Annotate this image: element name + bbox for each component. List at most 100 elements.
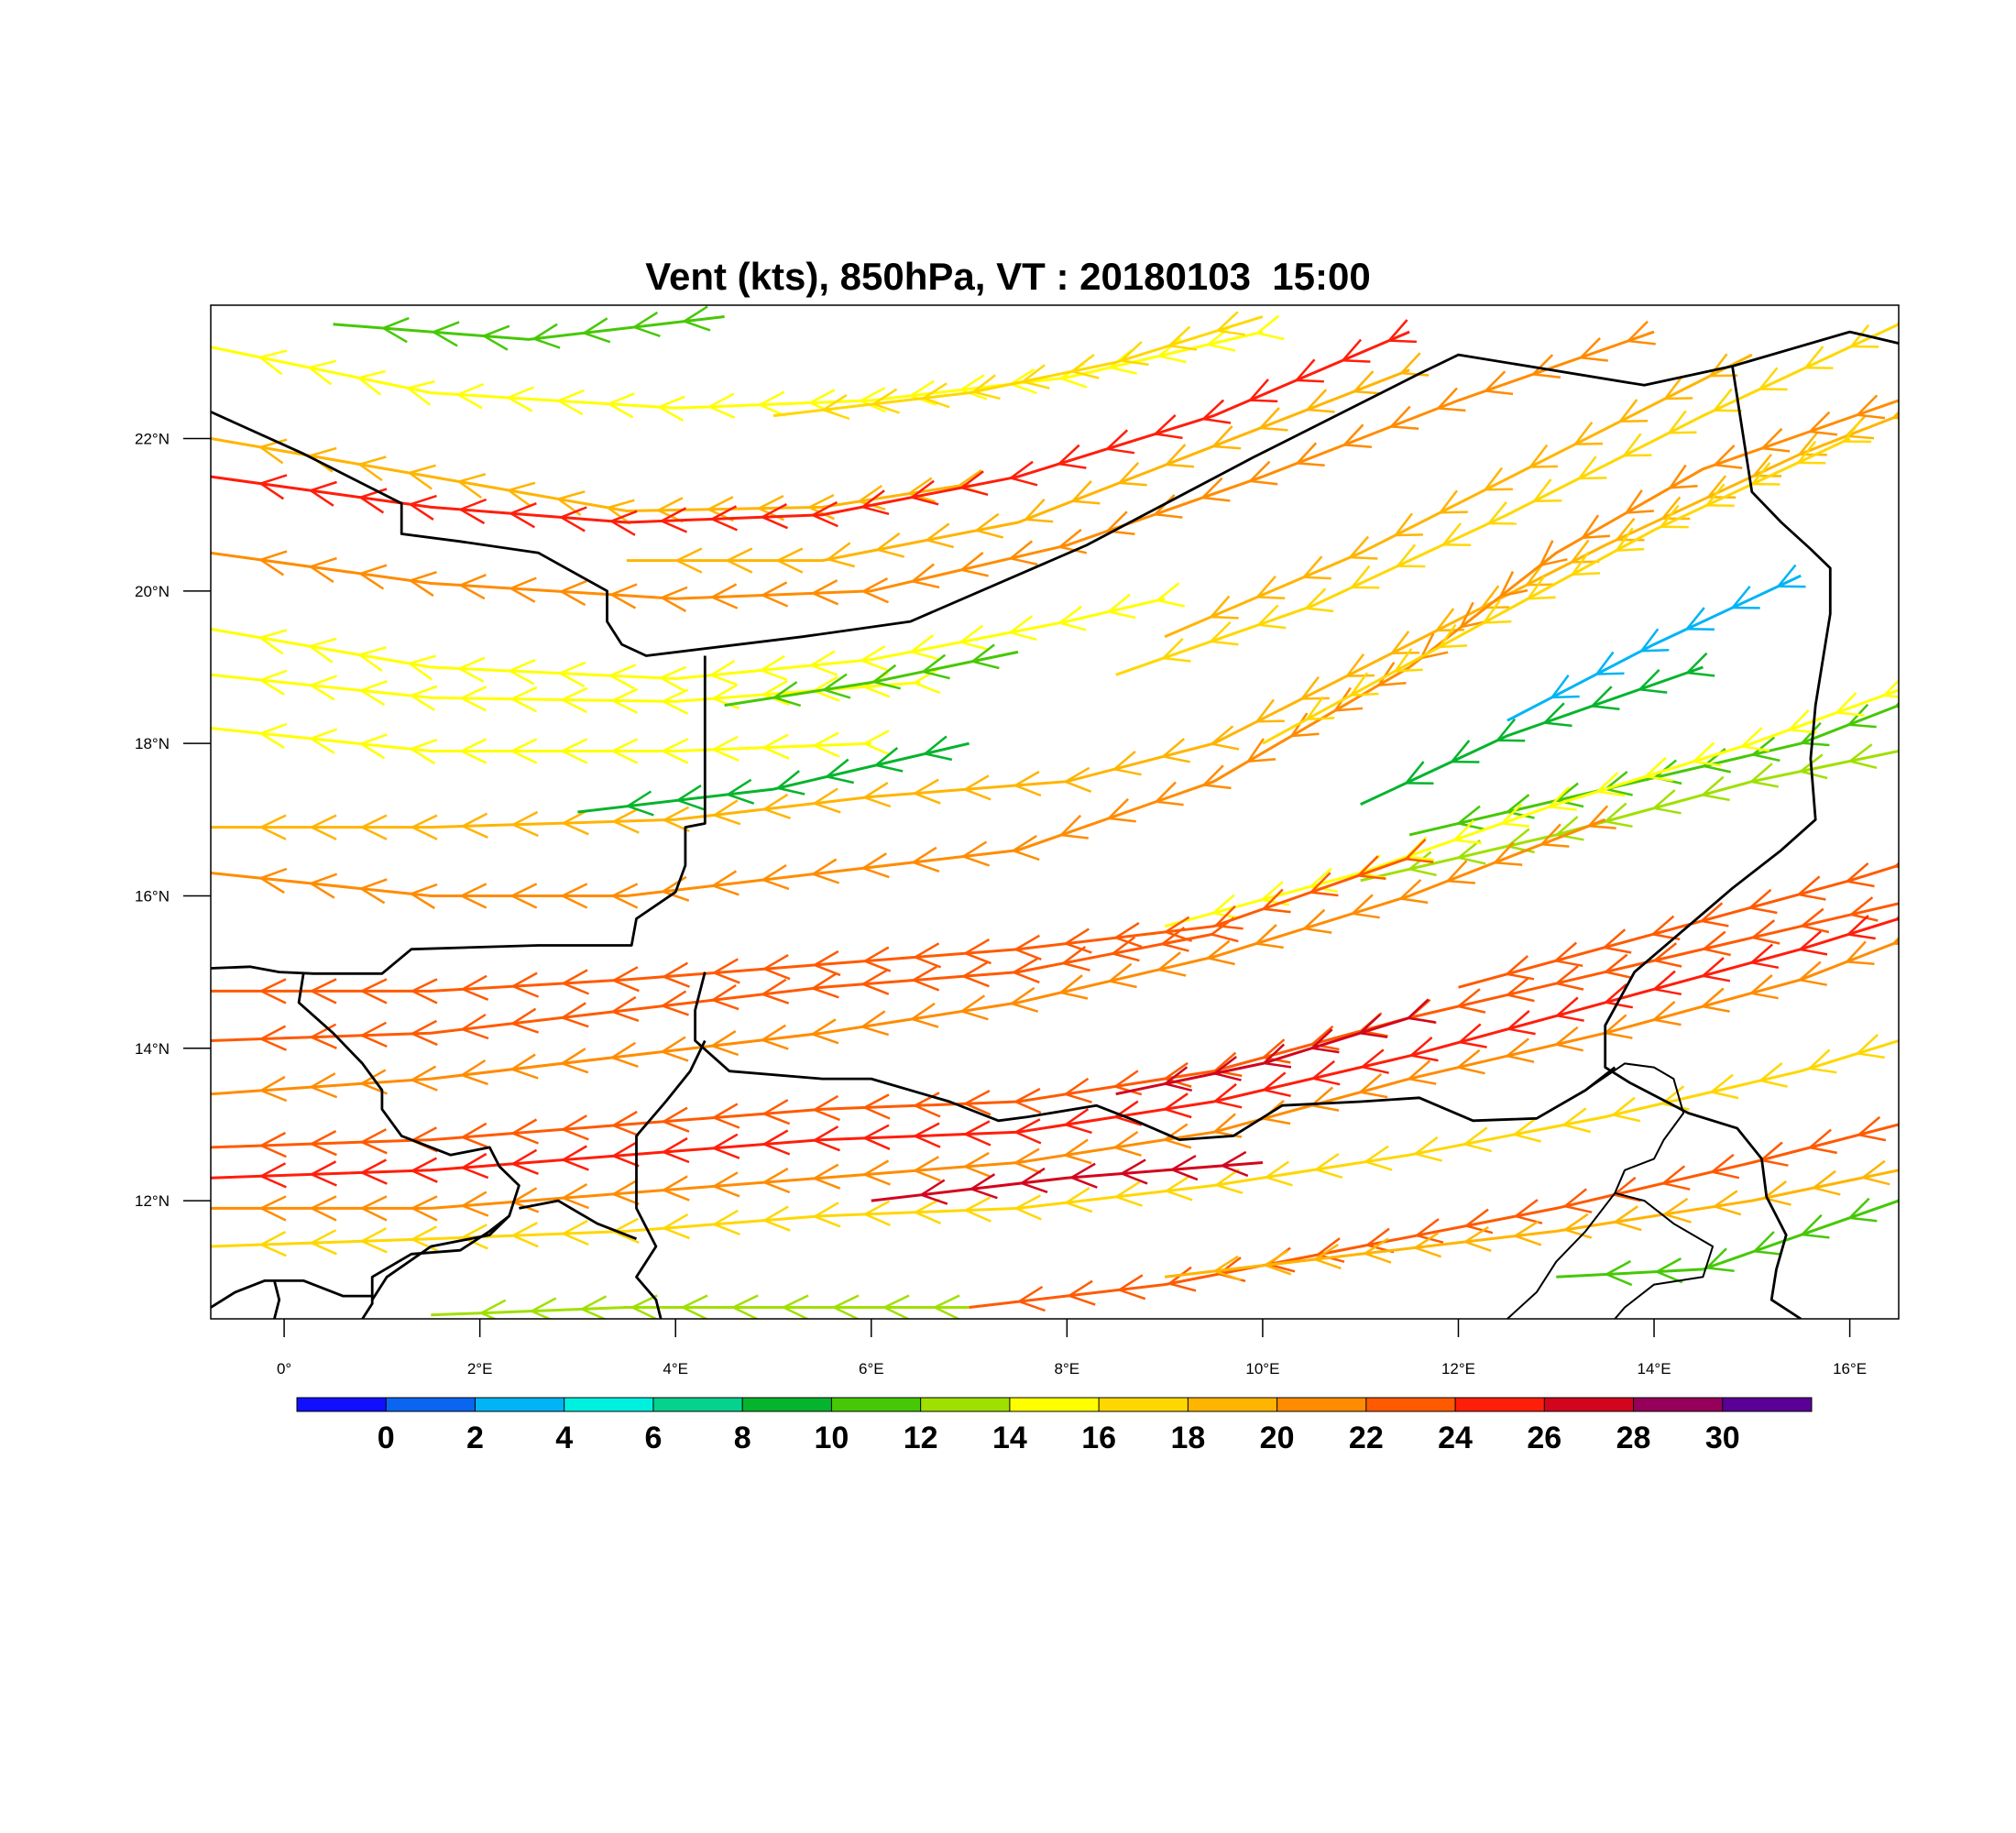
wind-barb [1507,1010,1530,1030]
wind-barb [1109,962,1133,982]
wind-barb [361,814,388,829]
wind-barb [1623,433,1642,456]
wind-barb [1619,399,1638,423]
colorbar-box [831,1398,922,1411]
wind-barb [1065,1124,1092,1135]
wind-barb [1163,755,1190,763]
wind-barb [1391,425,1419,431]
wind-barb [1564,1188,1587,1208]
wind-barb [1753,454,1772,477]
wind-barb [1802,741,1830,747]
colorbar-label: 24 [1438,1421,1473,1455]
wind-barb [1070,1162,1096,1179]
wind-barb [861,1026,890,1037]
wind-barb [763,1180,791,1194]
wind-barb [1464,1225,1489,1244]
wind-barb [1247,738,1265,763]
wind-barb [1638,669,1660,691]
wind-barb [462,1224,488,1239]
wind-barb [1360,1091,1388,1099]
wind-barb [1108,817,1136,823]
wind-barb [1212,425,1233,447]
wind-barb [1751,961,1780,970]
wind-barb [858,484,883,503]
wind-barb [1847,915,1869,936]
wind-barb [583,332,611,344]
wind-barb [1714,445,1736,466]
wind-barb [814,802,841,814]
lon-tick-label: 14°E [1638,1360,1671,1377]
wind-barb [1761,427,1783,449]
border-line [694,971,1616,1141]
wind-barb [1106,510,1128,532]
wind-barb [663,975,690,988]
wind-barb [1213,1051,1237,1072]
wind-barb [560,590,586,607]
wind-barb [411,685,438,697]
wind-barb [1110,366,1137,375]
wind-barb [914,792,941,805]
wind-barb [777,770,800,789]
wind-barb [1346,674,1375,677]
wind-barb [1359,1013,1382,1035]
wind-barb [964,1089,991,1105]
wind-barb [1262,1038,1286,1059]
wind-barb [633,325,661,337]
wind-barb [1514,1220,1539,1237]
wind-barb [458,667,485,683]
wind-barb [677,799,705,811]
wind-barb [612,895,639,909]
wind-barb [663,1106,688,1123]
wind-barb [676,559,703,574]
wind-barb [1809,1067,1837,1074]
wind-barb [1789,708,1810,731]
wind-barb [1539,540,1554,566]
wind-barb [311,1023,337,1038]
wind-barb [762,693,790,706]
wind-barb [975,512,1000,532]
wind-barb [1641,649,1670,653]
wind-barb [462,812,488,828]
wind-barb [1120,341,1143,362]
wind-barb [1353,370,1375,392]
wind-barb [1800,770,1828,780]
wind-barb [1458,1066,1485,1075]
wind-barb [1595,651,1615,675]
wind-barb [812,1033,839,1045]
wind-barb [773,696,802,708]
wind-barb [663,1175,688,1191]
wind-barb [1304,927,1332,934]
wind-barb [1071,354,1095,373]
wind-barb [1210,595,1231,618]
wind-barb [361,826,388,840]
wind-barb [1752,919,1776,938]
wind-barb [1213,1113,1236,1133]
wind-barb [1850,324,1870,347]
wind-barb [713,1223,740,1235]
wind-barb [1514,1133,1542,1143]
wind-barb [1447,879,1475,884]
wind-barb [1414,1136,1439,1155]
wind-barb [657,497,684,512]
wind-barb [1214,1269,1242,1281]
wind-barb [1352,894,1374,915]
wind-barb [411,1126,437,1142]
border-line [297,971,520,1319]
wind-barb [1166,1175,1190,1192]
wind-barb [1306,696,1324,720]
lon-tick-label: 10°E [1245,1360,1279,1377]
wind-barb [972,374,996,393]
wind-barb [761,594,789,608]
wind-barb [1798,432,1818,456]
wind-barb [1892,936,1899,945]
wind-barb [964,1133,992,1147]
wind-barb [1760,1141,1783,1161]
wind-barb [1315,1152,1340,1171]
plot-frame [210,304,1900,1320]
wind-barb [311,826,337,840]
wind-barb [358,463,383,482]
wind-barb [1165,1108,1192,1119]
wind-barb [1848,723,1877,729]
wind-barb [763,1219,791,1232]
wind-barb [458,656,486,670]
